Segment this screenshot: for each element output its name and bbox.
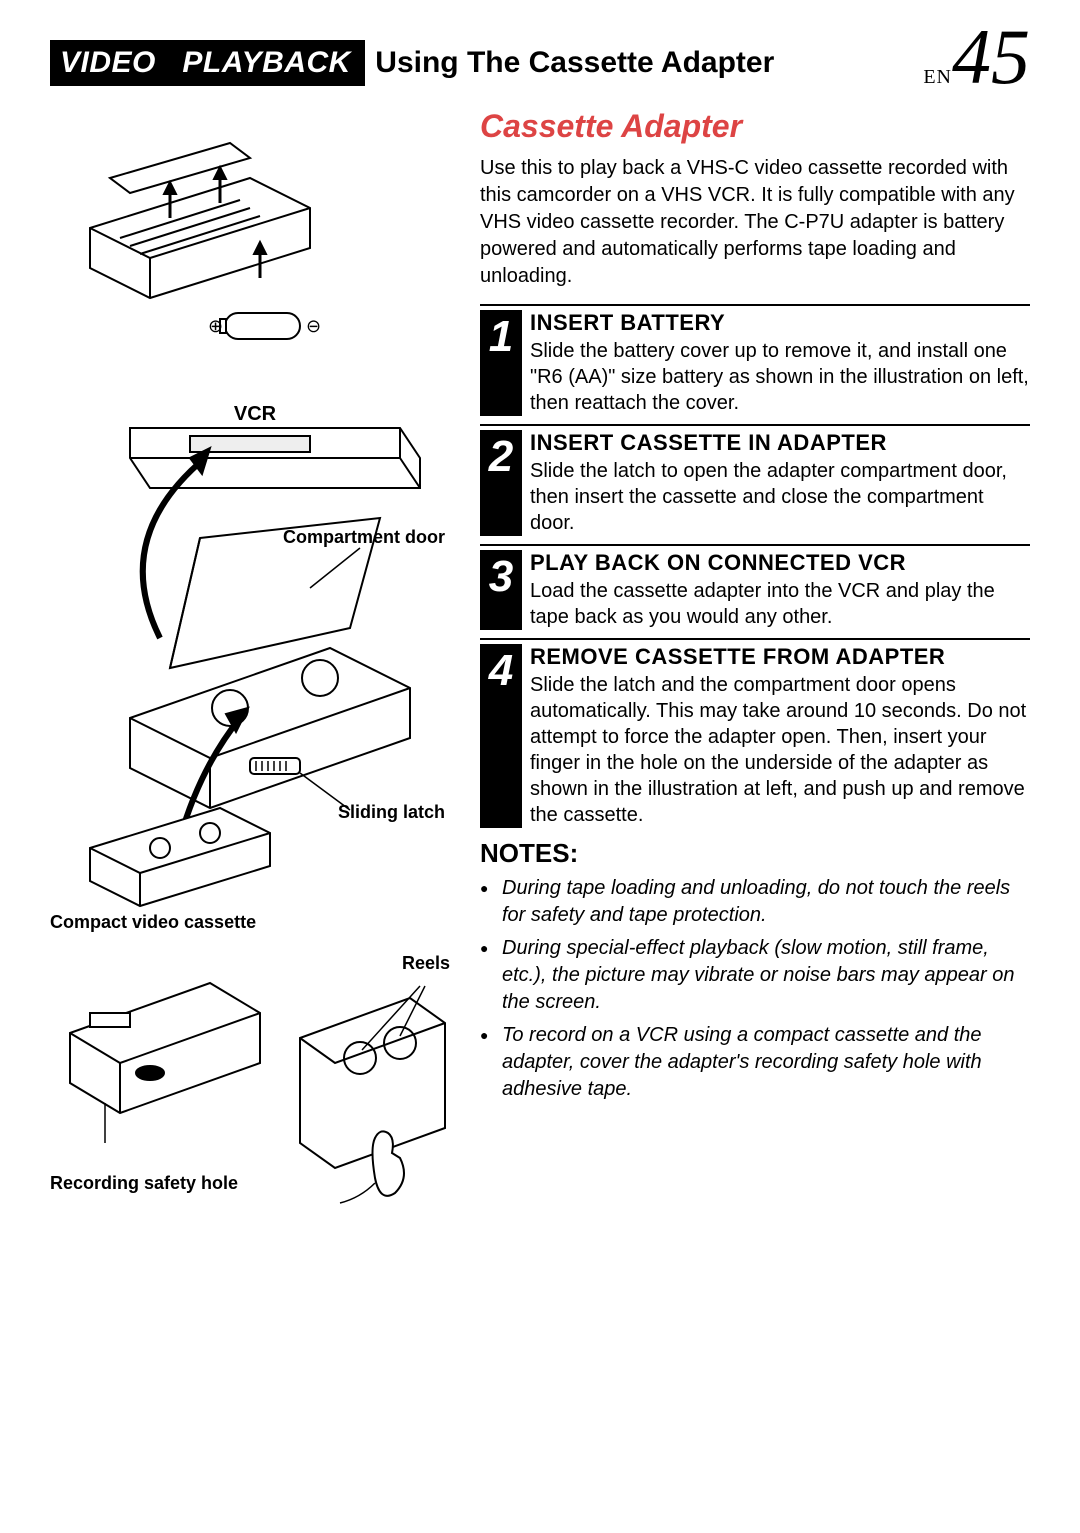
page-number-mark: EN45 xyxy=(923,18,1030,96)
header-subtitle: Using The Cassette Adapter xyxy=(375,46,774,79)
header-title-a: VIDEO xyxy=(60,46,156,79)
text-column: Cassette Adapter Use this to play back a… xyxy=(480,108,1030,1228)
section-title: Cassette Adapter xyxy=(480,108,1030,145)
content-area: ⊕ ⊖ VCR xyxy=(50,108,1030,1228)
plus-icon: ⊕ xyxy=(208,316,223,336)
step-4: 4 REMOVE CASSETTE FROM ADAPTER Slide the… xyxy=(480,638,1030,828)
step-title: PLAY BACK ON CONNECTED VCR xyxy=(530,550,1030,576)
page-number: 45 xyxy=(952,13,1030,100)
step-1: 1 INSERT BATTERY Slide the battery cover… xyxy=(480,304,1030,416)
page-header: VIDEO PLAYBACK Using The Cassette Adapte… xyxy=(50,40,1030,88)
note-item: To record on a VCR using a compact casse… xyxy=(480,1022,1030,1103)
header-title-b: PLAYBACK xyxy=(182,46,350,79)
step-title: REMOVE CASSETTE FROM ADAPTER xyxy=(530,644,1030,670)
page-lang: EN xyxy=(923,66,952,88)
vcr-label: VCR xyxy=(234,403,277,425)
illustration-vcr-adapter: VCR xyxy=(50,388,450,933)
note-item: During special-effect playback (slow mot… xyxy=(480,935,1030,1016)
step-text: Load the cassette adapter into the VCR a… xyxy=(530,578,1030,630)
step-text: Slide the latch to open the adapter comp… xyxy=(530,458,1030,536)
step-text: Slide the battery cover up to remove it,… xyxy=(530,338,1030,416)
step-3: 3 PLAY BACK ON CONNECTED VCR Load the ca… xyxy=(480,544,1030,630)
illustration-underside: Recording safety hole Reels xyxy=(50,953,450,1208)
step-title: INSERT CASSETTE IN ADAPTER xyxy=(530,430,1030,456)
step-2: 2 INSERT CASSETTE IN ADAPTER Slide the l… xyxy=(480,424,1030,536)
note-item: During tape loading and unloading, do no… xyxy=(480,875,1030,929)
step-text: Slide the latch and the compartment door… xyxy=(530,672,1030,828)
compact-cassette-label: Compact video cassette xyxy=(50,912,450,933)
sliding-latch-label: Sliding latch xyxy=(338,802,445,822)
step-title: INSERT BATTERY xyxy=(530,310,1030,336)
notes-list: During tape loading and unloading, do no… xyxy=(480,875,1030,1103)
intro-text: Use this to play back a VHS-C video cass… xyxy=(480,155,1030,290)
step-number: 4 xyxy=(480,644,522,828)
compartment-door-label: Compartment door xyxy=(283,527,445,547)
step-number: 1 xyxy=(480,310,522,416)
header-title-block: VIDEO PLAYBACK xyxy=(50,40,365,86)
illustration-column: ⊕ ⊖ VCR xyxy=(50,108,450,1228)
minus-icon: ⊖ xyxy=(306,316,321,336)
notes-heading: NOTES: xyxy=(480,838,1030,869)
step-number: 2 xyxy=(480,430,522,536)
illustration-battery: ⊕ ⊖ xyxy=(50,118,450,368)
reels-label: Reels xyxy=(280,953,450,974)
step-number: 3 xyxy=(480,550,522,630)
recording-hole-label: Recording safety hole xyxy=(50,1173,270,1194)
